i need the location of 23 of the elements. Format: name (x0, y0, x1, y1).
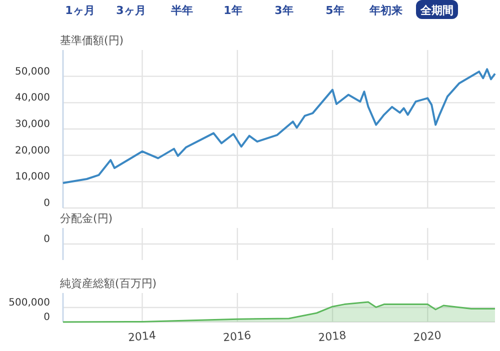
y-tick-label: 30,000 (15, 119, 50, 130)
text: 年初来 (368, 4, 402, 17)
y-tick-label: 50,000 (15, 66, 50, 78)
y-tick-label: 0 (44, 312, 50, 323)
x-tick-label: 2020 (412, 328, 442, 344)
y-tick-label: 20,000 (15, 145, 50, 156)
y-tick-label: 0 (44, 198, 50, 209)
x-tick-label: 2014 (127, 328, 156, 344)
y-tick-label: 500,000 (8, 298, 50, 308)
text: 半年 (170, 4, 193, 17)
y-tick-label: 10,000 (15, 172, 50, 183)
text: 全期間 (420, 4, 454, 17)
text: 分配金(円) (60, 212, 113, 225)
x-tick-label: 2018 (318, 328, 347, 344)
text: 1ヶ月 (65, 4, 95, 17)
text: 1年 (224, 4, 242, 17)
x-tick-label: 2016 (222, 328, 252, 344)
text: 3年 (274, 4, 294, 17)
chart-title: 基準価額(円) (60, 34, 124, 47)
text: 3ヶ月 (116, 4, 146, 17)
chart-title: 純資産総額(百万円) (60, 277, 157, 290)
text: 5年 (326, 4, 344, 17)
y-tick-label: 40,000 (15, 92, 50, 104)
